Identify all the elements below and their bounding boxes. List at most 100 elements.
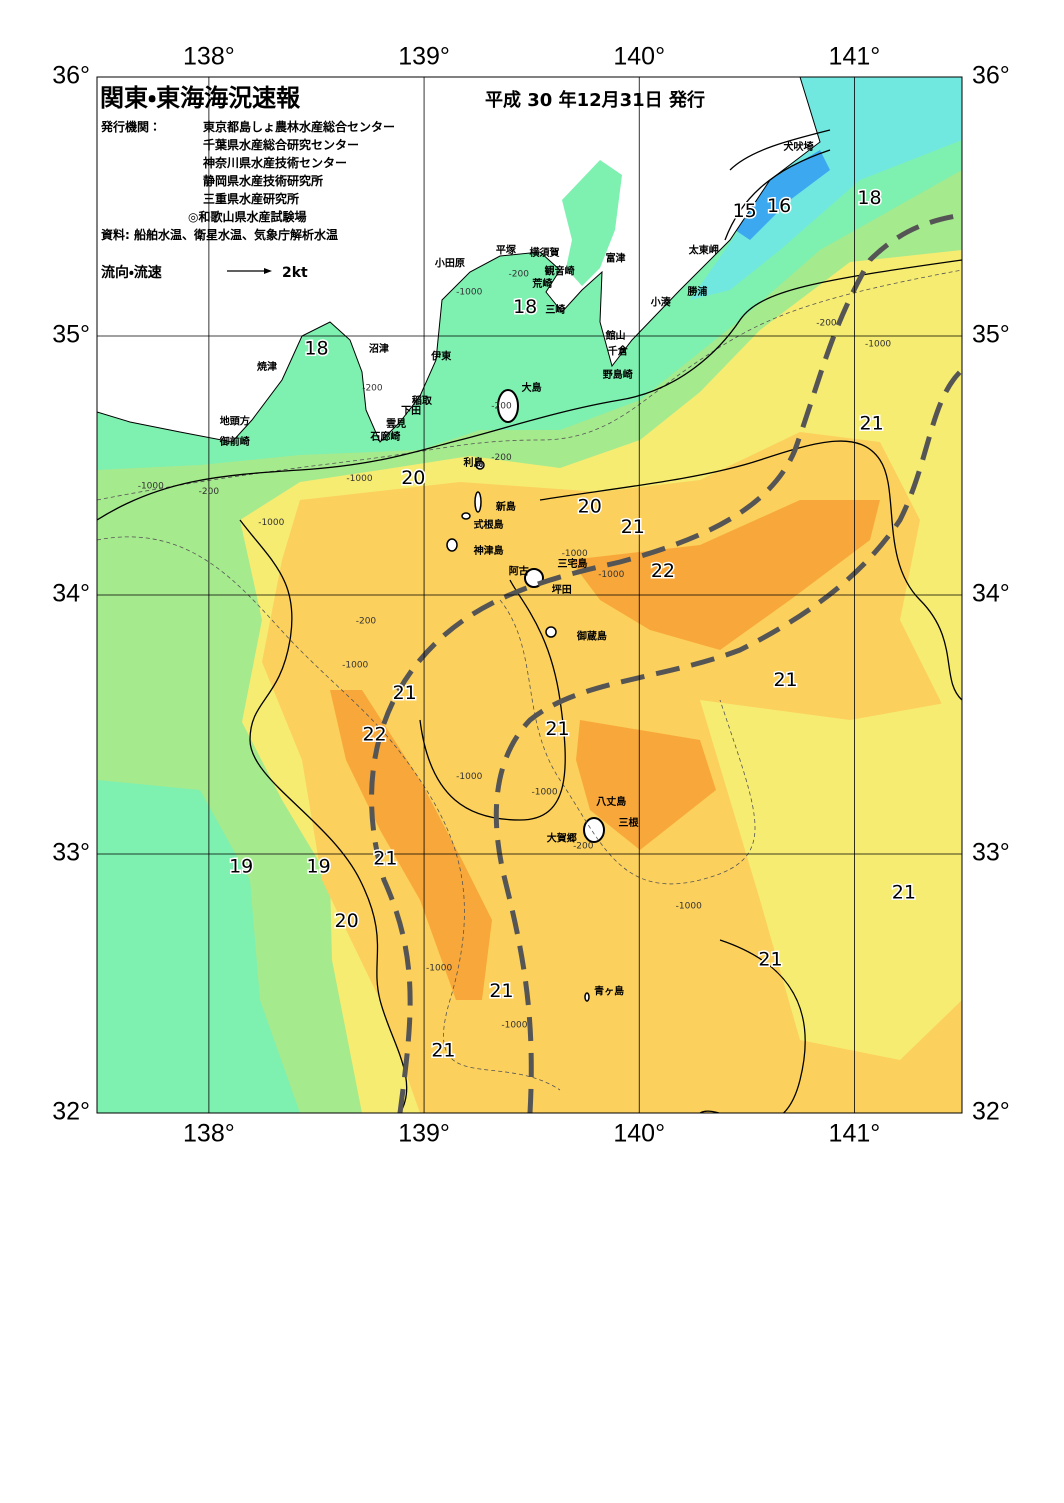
place-name: 館山 xyxy=(605,329,626,342)
island xyxy=(497,389,519,423)
isotherm-label: 21 xyxy=(773,669,797,691)
isotherm-label: 15 xyxy=(733,200,757,222)
isotherm-label: 21 xyxy=(860,413,884,435)
publisher: 三重県水産研究所 xyxy=(203,191,299,206)
isotherm-label: 21 xyxy=(431,1039,455,1061)
depth-label: -1000 xyxy=(258,518,284,528)
depth-label: -1000 xyxy=(138,482,164,492)
depth-label: -1000 xyxy=(531,787,557,797)
depth-label: -1000 xyxy=(865,339,891,349)
lat-label: 33° xyxy=(52,839,90,867)
isotherm-label: 20 xyxy=(401,467,425,489)
zone-orange xyxy=(576,720,716,850)
map-frame xyxy=(96,76,963,1114)
isotherm-label: 21 xyxy=(892,881,916,903)
depth-label: -1000 xyxy=(598,570,624,580)
title: 関東・東海海況速報 xyxy=(100,84,301,112)
place-name: 横須賀 xyxy=(530,246,560,259)
place-name: 式根島 xyxy=(474,518,504,531)
depth-label: -1000 xyxy=(562,549,588,559)
island xyxy=(584,992,590,1002)
isotherm-label: 21 xyxy=(758,949,782,971)
legend-arrowhead xyxy=(264,268,272,274)
issue-date: 平成 30 年12月31日 発行 xyxy=(485,89,705,111)
place-name: 富津 xyxy=(606,251,626,264)
isotherm xyxy=(539,440,962,701)
legend-label: 流向・流速 xyxy=(101,264,162,281)
isotherm-label: 18 xyxy=(513,296,537,318)
place-name: 伊東 xyxy=(430,350,451,363)
island xyxy=(475,460,485,470)
place-name: 太東岬 xyxy=(688,244,719,257)
depth-label: -1000 xyxy=(456,287,482,297)
island xyxy=(474,491,482,513)
bay xyxy=(562,160,622,286)
isotherm-label: 21 xyxy=(489,980,513,1002)
lon-label: 138° xyxy=(183,43,235,71)
isotherm-label: 21 xyxy=(393,682,417,704)
lat-label: 32° xyxy=(52,1098,90,1126)
publisher: 静岡県水産技術研究所 xyxy=(203,173,323,188)
place-name: 八丈島 xyxy=(596,795,626,808)
lat-label: 34° xyxy=(52,580,90,608)
lat-label: 32° xyxy=(972,1098,1010,1126)
place-name: 三宅島 xyxy=(558,557,588,570)
lat-label: 34° xyxy=(972,580,1010,608)
lon-label: 140° xyxy=(613,1120,665,1148)
depth-label: -200 xyxy=(491,453,512,463)
island xyxy=(461,512,471,520)
isotherm-label: 20 xyxy=(335,910,359,932)
publisher-label: 発行機関： xyxy=(100,119,161,134)
island xyxy=(583,817,605,843)
isotherm-label: 16 xyxy=(767,195,791,217)
isotherm xyxy=(724,129,831,241)
zone-orange xyxy=(570,500,880,650)
place-name: 新島 xyxy=(495,500,516,513)
depth-label: -1000 xyxy=(456,772,482,782)
place-name: 観音崎 xyxy=(545,264,575,277)
lon-label: 139° xyxy=(398,43,450,71)
isotherm-label: 20 xyxy=(578,495,602,517)
depth-label: -1000 xyxy=(342,660,368,670)
place-name: 神津島 xyxy=(473,544,504,557)
place-name: 坪田 xyxy=(552,583,572,596)
lon-label: 140° xyxy=(613,43,665,71)
place-name: 石廊崎 xyxy=(369,430,400,443)
publisher: 神奈川県水産技術センター xyxy=(202,155,347,170)
place-name: 小湊 xyxy=(650,295,672,308)
current-axis xyxy=(369,212,962,1113)
isotherm xyxy=(419,579,566,821)
depth-label: -1000 xyxy=(346,474,372,484)
place-name: 勝浦 xyxy=(687,285,707,298)
place-name: 平塚 xyxy=(496,244,517,257)
lon-label: 141° xyxy=(829,43,881,71)
place-name: 犬吠埼 xyxy=(783,140,813,153)
isotherm-label: 22 xyxy=(362,723,386,745)
data-source: 資料: 船舶水温、衛星水温、気象庁解析水温 xyxy=(101,227,338,242)
place-name: 阿古 xyxy=(509,565,529,578)
isotherm-label: 21 xyxy=(545,718,569,740)
place-name: 焼津 xyxy=(257,360,277,373)
place-name: 三崎 xyxy=(545,303,565,316)
depth-label: -200 xyxy=(356,616,377,626)
zone-cyan xyxy=(690,77,962,300)
place-name: 小田原 xyxy=(434,256,465,269)
place-name: 下田 xyxy=(401,405,421,417)
lat-label: 35° xyxy=(52,321,90,349)
place-name: 御前崎 xyxy=(219,435,250,448)
depth-label: -200 xyxy=(491,401,512,411)
depth-label: -1000 xyxy=(676,901,702,911)
isotherm xyxy=(699,939,806,1113)
place-name: 稲取 xyxy=(412,394,433,407)
island xyxy=(545,626,557,638)
current-axis xyxy=(493,368,962,1113)
depth-contour xyxy=(97,536,561,1091)
map-layers xyxy=(97,77,962,1113)
place-name: 大賀郷 xyxy=(547,831,577,844)
place-name: 利島 xyxy=(464,456,484,469)
zone-orange xyxy=(330,690,492,1000)
depth-label: -1000 xyxy=(426,963,452,973)
place-name: 野島崎 xyxy=(603,368,633,381)
